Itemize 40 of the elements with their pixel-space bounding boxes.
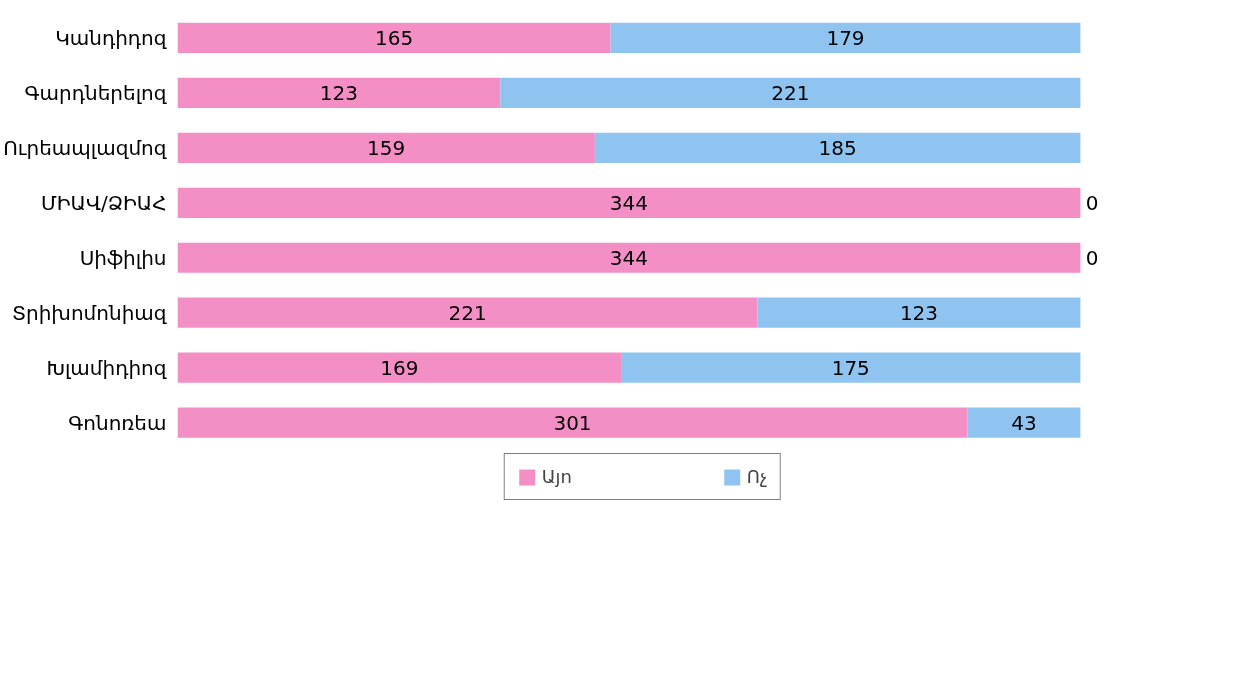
y-tick-label: Գարդներելոզ [24, 80, 167, 105]
y-tick-label: Կանդիդոզ [55, 25, 167, 50]
data-label: 344 [609, 245, 649, 270]
bar [621, 352, 1081, 383]
bar [967, 407, 1081, 438]
legend-label: Այո [541, 466, 572, 487]
bar [500, 77, 1081, 109]
data-label: 0 [1085, 190, 1099, 215]
bar [594, 132, 1081, 163]
data-label: 165 [374, 25, 414, 50]
y-tick-label: Խլամիդիոզ [46, 355, 167, 380]
data-label: 123 [899, 300, 939, 325]
bar [177, 297, 758, 328]
bar [177, 352, 622, 383]
bar [177, 187, 1081, 218]
bar [177, 242, 1081, 273]
data-label: 159 [367, 135, 406, 160]
data-label: 123 [319, 80, 359, 105]
bar [177, 22, 611, 54]
data-label: 301 [553, 410, 592, 435]
bar [177, 77, 501, 109]
data-label: 221 [448, 300, 487, 325]
y-tick-label: Ուրեապլազմոզ [3, 135, 167, 160]
y-tick-label: ՄԻԱՎ/ՁԻԱՀ [40, 190, 167, 215]
data-label: 175 [831, 355, 870, 380]
data-label: 43 [1011, 410, 1037, 435]
data-label: 221 [771, 80, 810, 105]
y-tick-label: Սիֆիլիս [79, 245, 167, 270]
bar [177, 132, 595, 163]
data-label: 179 [826, 25, 865, 50]
bar [610, 22, 1081, 54]
data-label: 169 [380, 355, 419, 380]
bar [177, 407, 968, 438]
legend-label: Ոչ [746, 466, 768, 487]
data-label: 344 [609, 190, 649, 215]
data-label: 185 [818, 135, 857, 160]
data-label: 0 [1085, 245, 1099, 270]
y-tick-label: Տրիխոմոնիազ [11, 300, 167, 325]
bar [757, 297, 1081, 328]
y-tick-label: Գոնոռեա [68, 410, 167, 435]
